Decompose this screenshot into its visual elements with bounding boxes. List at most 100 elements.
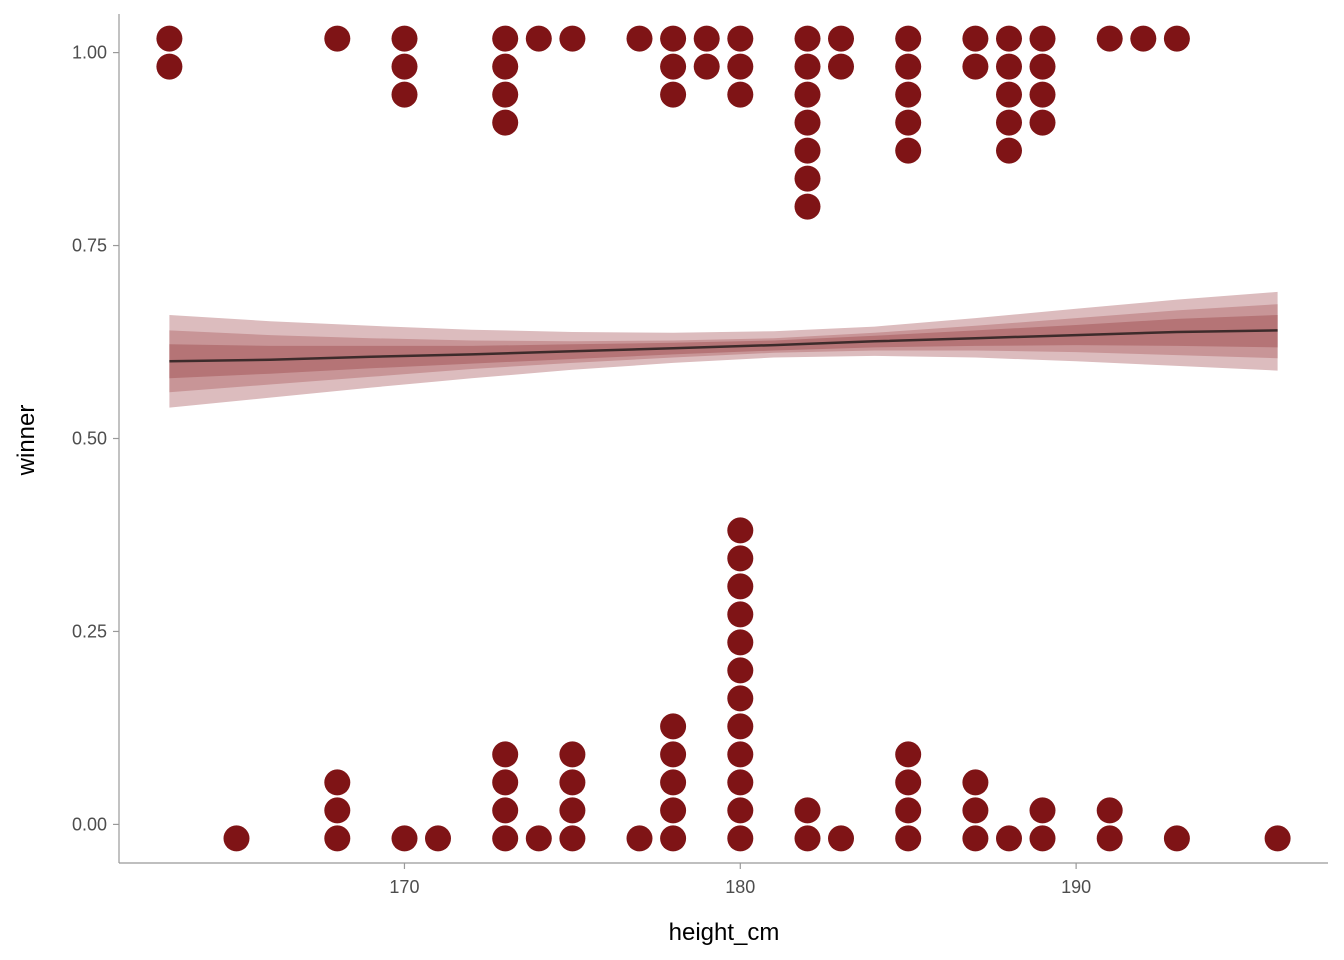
dot-layer — [156, 25, 1291, 852]
data-point — [559, 25, 586, 52]
data-point — [391, 825, 418, 852]
data-point — [828, 53, 854, 80]
data-point — [660, 797, 687, 824]
data-point — [996, 53, 1022, 80]
data-point — [492, 81, 519, 108]
x-tick-label: 180 — [725, 877, 755, 897]
data-point — [996, 825, 1022, 852]
data-point — [727, 797, 754, 824]
data-point — [895, 137, 922, 164]
data-point — [559, 825, 586, 852]
data-point — [727, 713, 754, 740]
data-point — [996, 109, 1022, 136]
data-point — [727, 545, 754, 572]
data-point — [1029, 797, 1056, 824]
data-point — [492, 109, 519, 136]
data-point — [794, 825, 821, 852]
data-point — [962, 825, 989, 852]
data-point — [660, 25, 687, 52]
data-point — [660, 741, 687, 768]
data-point — [492, 53, 519, 80]
data-point — [895, 825, 922, 852]
data-point — [1163, 25, 1190, 52]
data-point — [1130, 25, 1157, 52]
data-point — [1264, 825, 1291, 852]
data-point — [660, 825, 687, 852]
data-point — [962, 53, 989, 80]
data-point — [1096, 25, 1123, 52]
data-point — [794, 81, 821, 108]
data-point — [996, 25, 1022, 52]
data-point — [1163, 825, 1190, 852]
data-point — [962, 25, 989, 52]
data-point — [727, 741, 754, 768]
data-point — [895, 25, 922, 52]
y-axis-title: winner — [13, 405, 40, 477]
data-point — [425, 825, 451, 852]
data-point — [492, 797, 519, 824]
data-point — [794, 109, 821, 136]
data-point — [895, 109, 922, 136]
data-point — [525, 825, 552, 852]
data-point — [794, 137, 821, 164]
data-point — [828, 25, 854, 52]
x-tick-label: 170 — [389, 877, 419, 897]
data-point — [559, 797, 586, 824]
data-point — [660, 713, 687, 740]
data-point — [794, 165, 821, 192]
y-tick-label: 0.00 — [72, 814, 107, 834]
data-point — [492, 741, 519, 768]
data-point — [895, 53, 922, 80]
data-point — [223, 825, 250, 852]
data-point — [324, 797, 351, 824]
data-point — [895, 769, 922, 796]
data-point — [324, 769, 351, 796]
data-point — [727, 657, 754, 684]
data-point — [660, 53, 687, 80]
data-point — [492, 25, 519, 52]
data-point — [727, 81, 754, 108]
data-point — [794, 797, 821, 824]
data-point — [828, 825, 854, 852]
data-point — [492, 769, 519, 796]
data-point — [794, 53, 821, 80]
y-tick-label: 0.25 — [72, 621, 107, 641]
data-point — [727, 53, 754, 80]
data-point — [727, 769, 754, 796]
y-tick-label: 0.75 — [72, 236, 107, 256]
data-point — [794, 193, 821, 220]
x-axis-title: height_cm — [669, 919, 780, 946]
data-point — [1029, 81, 1056, 108]
data-point — [660, 81, 687, 108]
data-point — [660, 769, 687, 796]
data-point — [727, 573, 754, 600]
data-point — [525, 25, 552, 52]
data-point — [727, 601, 754, 628]
data-point — [156, 25, 183, 52]
data-point — [727, 517, 754, 544]
data-point — [693, 25, 720, 52]
data-point — [895, 741, 922, 768]
data-point — [996, 137, 1022, 164]
data-point — [727, 25, 754, 52]
data-point — [1029, 109, 1056, 136]
data-point — [727, 825, 754, 852]
data-point — [1096, 797, 1123, 824]
data-point — [693, 53, 720, 80]
data-point — [1029, 825, 1056, 852]
data-point — [391, 81, 418, 108]
y-tick-label: 0.50 — [72, 429, 107, 449]
fit-line-layer — [169, 329, 1278, 363]
data-point — [156, 53, 183, 80]
x-tick-label: 190 — [1061, 877, 1091, 897]
data-point — [1029, 25, 1056, 52]
data-point — [626, 25, 653, 52]
data-point — [492, 825, 519, 852]
data-point — [895, 81, 922, 108]
fit-line — [169, 329, 1278, 363]
data-point — [727, 629, 754, 656]
data-point — [626, 825, 653, 852]
data-point — [962, 797, 989, 824]
data-point — [727, 685, 754, 712]
